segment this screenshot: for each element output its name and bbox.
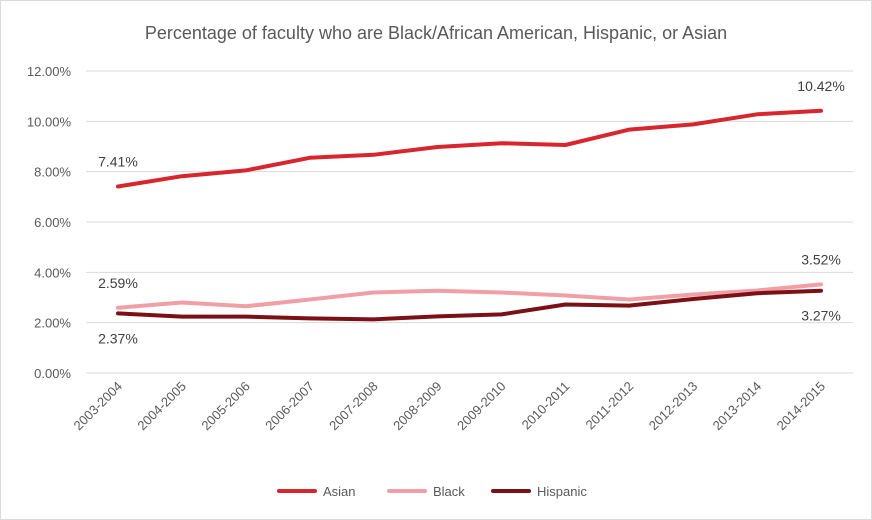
x-tick-label: 2011-2012 (583, 379, 637, 433)
data-label: 3.52% (801, 251, 841, 267)
y-tick-label: 4.00% (34, 265, 71, 280)
legend: Asian Black Hispanic (277, 484, 587, 499)
y-tick-label: 0.00% (34, 366, 71, 381)
legend-label-black: Black (433, 484, 465, 499)
chart-title: Percentage of faculty who are Black/Afri… (145, 23, 727, 43)
data-label: 2.37% (98, 330, 138, 346)
series-line-black (116, 282, 823, 310)
x-tick-label: 2008-2009 (390, 379, 445, 434)
y-tick-label: 10.00% (27, 114, 72, 129)
data-label: 10.42% (797, 78, 844, 94)
data-label: 2.59% (98, 275, 138, 291)
series-line-hispanic (116, 288, 823, 322)
y-axis-ticks: 0.00% 2.00% 4.00% 6.00% 8.00% 10.00% 12.00% (27, 64, 72, 381)
x-tick-label: 2009-2010 (454, 379, 509, 434)
y-tick-label: 2.00% (34, 316, 71, 331)
x-tick-label: 2003-2004 (71, 379, 126, 434)
series-lines (116, 108, 823, 322)
y-tick-label: 8.00% (34, 165, 71, 180)
legend-label-hispanic: Hispanic (537, 484, 587, 499)
x-tick-label: 2014-2015 (774, 379, 829, 434)
x-tick-label: 2010-2011 (519, 379, 573, 433)
x-tick-label: 2004-2005 (134, 379, 189, 434)
data-label: 3.27% (801, 308, 841, 324)
x-tick-label: 2006-2007 (262, 379, 317, 434)
data-labels: 7.41% 10.42% 2.59% 3.52% 2.37% 3.27% (98, 78, 845, 347)
x-tick-label: 2007-2008 (326, 379, 381, 434)
x-tick-label: 2005-2006 (198, 379, 253, 434)
y-tick-label: 12.00% (27, 64, 72, 79)
x-axis-ticks: 2003-2004 2004-2005 2005-2006 2006-2007 2007… (71, 379, 829, 434)
series-line-asian (116, 108, 823, 189)
x-tick-label: 2012-2013 (646, 379, 701, 434)
data-label: 7.41% (98, 154, 138, 170)
y-tick-label: 6.00% (34, 215, 71, 230)
legend-label-asian: Asian (323, 484, 356, 499)
x-tick-label: 2013-2014 (710, 379, 765, 434)
